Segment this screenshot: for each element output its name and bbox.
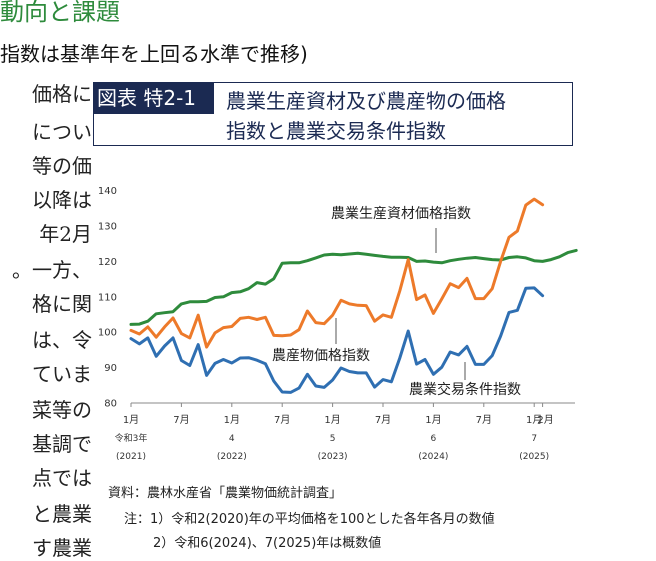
- x-tick-label: 1月: [123, 414, 139, 426]
- figure-title-box: 図表 特2-1 農業生産資材及び農産物の価格 指数と農業交易条件指数: [93, 82, 573, 146]
- body-line: 価格に: [32, 82, 92, 106]
- body-line: 以降は: [32, 188, 92, 212]
- section-heading: 動向と課題: [0, 0, 120, 26]
- body-line: 菜等の: [32, 398, 92, 422]
- material-price-index-label: 農業生産資材価格指数: [331, 206, 471, 222]
- x-tick-year-ad: (2023): [318, 452, 348, 462]
- y-tick-label: 120: [98, 257, 117, 268]
- x-tick-label: 1月: [224, 414, 240, 426]
- x-tick-label: 1月: [324, 414, 340, 426]
- x-tick-year-ad: (2022): [217, 452, 247, 462]
- x-tick-label: 1月: [526, 414, 542, 426]
- y-tick-label: 140: [98, 186, 117, 197]
- source-note: 資料：農林水産省「農業物価統計調査」: [108, 486, 343, 501]
- body-line: と農業: [32, 502, 92, 526]
- x-tick-year-ad: (2024): [418, 452, 448, 462]
- x-tick-label: 7月: [375, 414, 391, 426]
- y-tick-label: 80: [104, 399, 117, 410]
- terms-of-trade-index-label: 農業交易条件指数: [409, 381, 521, 398]
- body-line: 点では: [32, 466, 92, 490]
- x-tick-year: 4: [229, 434, 235, 444]
- body-line: ていま: [32, 362, 92, 386]
- figure-title-line2: 指数と農業交易条件指数: [226, 119, 446, 143]
- body-line: 。一方、: [12, 258, 92, 282]
- body-line: 基調で: [32, 432, 92, 456]
- body-line: 格に関: [32, 292, 92, 316]
- y-tick-label: 100: [98, 328, 117, 339]
- body-line: につい: [32, 120, 92, 144]
- terms-of-trade-index-line: [129, 286, 545, 394]
- y-tick-label: 90: [104, 363, 117, 374]
- section-subheading: 指数は基準年を上回る水準で推移): [0, 42, 308, 66]
- note-1: 注：1）令和2(2020)年の平均価格を100とした各年各月の数値: [124, 512, 495, 527]
- x-tick-label: 7月: [173, 414, 189, 426]
- x-tick-label: 7月: [274, 414, 290, 426]
- body-line: は、令: [32, 328, 92, 352]
- figure-title-line1: 農業生産資材及び農産物の価格: [226, 89, 506, 113]
- body-line: 年2月: [39, 222, 92, 246]
- x-tick-year: 7: [531, 434, 537, 444]
- x-tick-year: 6: [431, 434, 437, 444]
- note-2: 2）令和6(2024)、7(2025)年は概数値: [153, 536, 382, 551]
- body-line: 等の価: [32, 154, 92, 178]
- product-price-index-label: 農産物価格指数: [272, 348, 370, 364]
- x-tick-year-ad: (2021): [116, 452, 146, 462]
- y-tick-label: 110: [98, 292, 117, 303]
- x-tick-year: 5: [330, 434, 336, 444]
- x-tick-year: 令和3年: [115, 432, 148, 444]
- product-price-index-line: [129, 197, 545, 349]
- x-tick-label: 1月: [425, 414, 441, 426]
- y-tick-label: 130: [98, 222, 117, 233]
- figure-tag: 図表 特2-1: [94, 83, 214, 114]
- x-tick-label: 2月: [537, 414, 553, 426]
- x-tick-label: 7月: [476, 414, 492, 426]
- x-tick-year-ad: (2025): [519, 452, 549, 462]
